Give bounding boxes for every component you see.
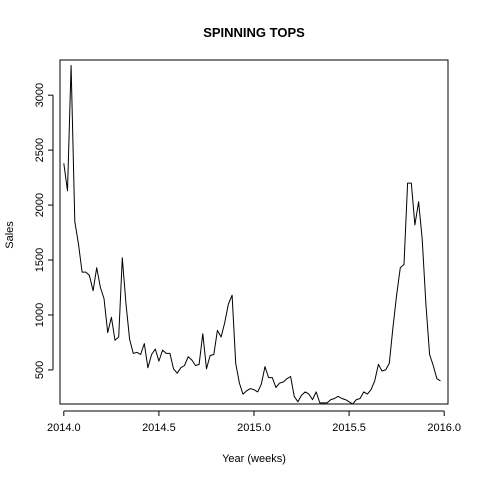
y-tick-label: 2500 (34, 138, 46, 162)
x-axis-label: Year (weeks) (222, 453, 286, 465)
y-axis-label: Sales (4, 221, 16, 249)
x-tick-label: 2015.0 (237, 422, 271, 434)
x-tick-label: 2016.0 (427, 422, 461, 434)
x-tick-label: 2015.5 (332, 422, 366, 434)
x-axis: 2014.0 2014.5 2015.0 2015.5 2016.0 (47, 410, 461, 434)
y-tick-label: 2000 (34, 193, 46, 217)
y-axis: 500 1000 1500 2000 2500 3000 (34, 83, 54, 379)
y-tick-label: 500 (34, 361, 46, 379)
chart-title: SPINNING TOPS (203, 25, 305, 40)
y-tick-label: 3000 (34, 83, 46, 107)
y-tick-label: 1000 (34, 303, 46, 327)
plot-frame (59, 59, 449, 405)
series-line (63, 65, 441, 405)
y-tick-label: 1500 (34, 248, 46, 272)
x-tick-label: 2014.0 (47, 422, 81, 434)
x-tick-label: 2014.5 (142, 422, 176, 434)
series-layer (63, 65, 441, 405)
